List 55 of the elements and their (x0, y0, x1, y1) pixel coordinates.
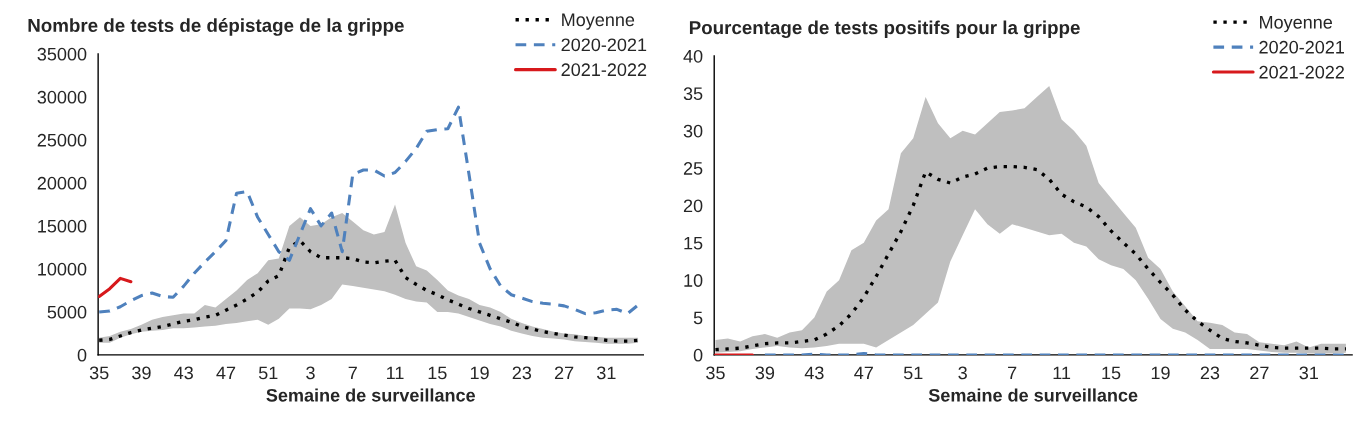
x-tick-label: 43 (174, 366, 193, 380)
y-tick-label: 35000 (37, 47, 87, 61)
y-tick-label: 30 (683, 124, 703, 138)
x-tick-label: 3 (306, 366, 315, 380)
legend-label: 2020-2021 (1259, 40, 1344, 54)
y-tick-label: 5 (693, 311, 703, 325)
x-tick-label: 35 (706, 366, 725, 380)
x-tick-label: 47 (854, 366, 873, 380)
x-tick-label: 19 (1151, 366, 1170, 380)
y-tick-label: 35 (683, 87, 703, 101)
x-tick-label: 39 (132, 366, 151, 380)
x-tick-label: 35 (89, 366, 109, 380)
x-axis-title: Semaine de surveillance (928, 388, 1138, 402)
x-tick-label: 23 (1200, 366, 1220, 380)
y-tick-label: 25 (683, 162, 703, 175)
x-tick-label: 11 (1053, 366, 1071, 380)
y-tick-label: 20000 (37, 176, 87, 190)
x-tick-label: 31 (1299, 366, 1318, 380)
y-tick-label: 25000 (37, 133, 87, 147)
y-tick-label: 5000 (47, 305, 87, 319)
legend-label: 2020-2021 (561, 38, 647, 52)
x-tick-label: 15 (1102, 366, 1121, 380)
line-series (98, 105, 640, 316)
chart-title: Pourcentage de tests positifs pour la grippe (689, 20, 1080, 39)
y-tick-label: 30000 (37, 90, 87, 104)
x-tick-label: 27 (1250, 366, 1269, 380)
legend-label: Moyenne (562, 13, 635, 30)
y-tick-label: 15000 (38, 219, 87, 233)
legend-label: Moyenne (1260, 16, 1333, 33)
x-tick-label: 27 (554, 366, 574, 380)
y-tick-label: 0 (77, 348, 87, 362)
y-tick-label: 10 (684, 274, 703, 287)
x-tick-label: 11 (387, 366, 404, 380)
x-tick-label: 3 (958, 366, 967, 380)
x-tick-label: 47 (216, 366, 236, 380)
y-tick-label: 40 (683, 49, 703, 63)
legend-label: 2021-2022 (1259, 65, 1344, 79)
x-tick-label: 51 (258, 366, 278, 380)
chart-title: Nombre de tests de dépistage de la grippe (28, 18, 404, 36)
y-tick-label: 0 (693, 348, 703, 362)
x-tick-label: 43 (804, 366, 824, 380)
y-tick-label: 20 (683, 199, 703, 213)
x-tick-label: 31 (597, 366, 616, 380)
x-axis-title: Semaine de surveillance (266, 388, 475, 402)
x-tick-label: 19 (470, 366, 489, 380)
x-tick-label: 7 (348, 366, 357, 380)
x-tick-label: 15 (428, 366, 447, 380)
y-tick-label: 10000 (38, 262, 87, 276)
x-tick-label: 23 (512, 366, 532, 380)
x-tick-label: 51 (903, 366, 923, 380)
legend-label: 2021-2022 (561, 63, 647, 77)
y-tick-label: 15 (684, 236, 703, 250)
x-tick-label: 7 (1008, 366, 1017, 380)
x-tick-label: 39 (755, 366, 775, 380)
line-series (98, 276, 133, 298)
